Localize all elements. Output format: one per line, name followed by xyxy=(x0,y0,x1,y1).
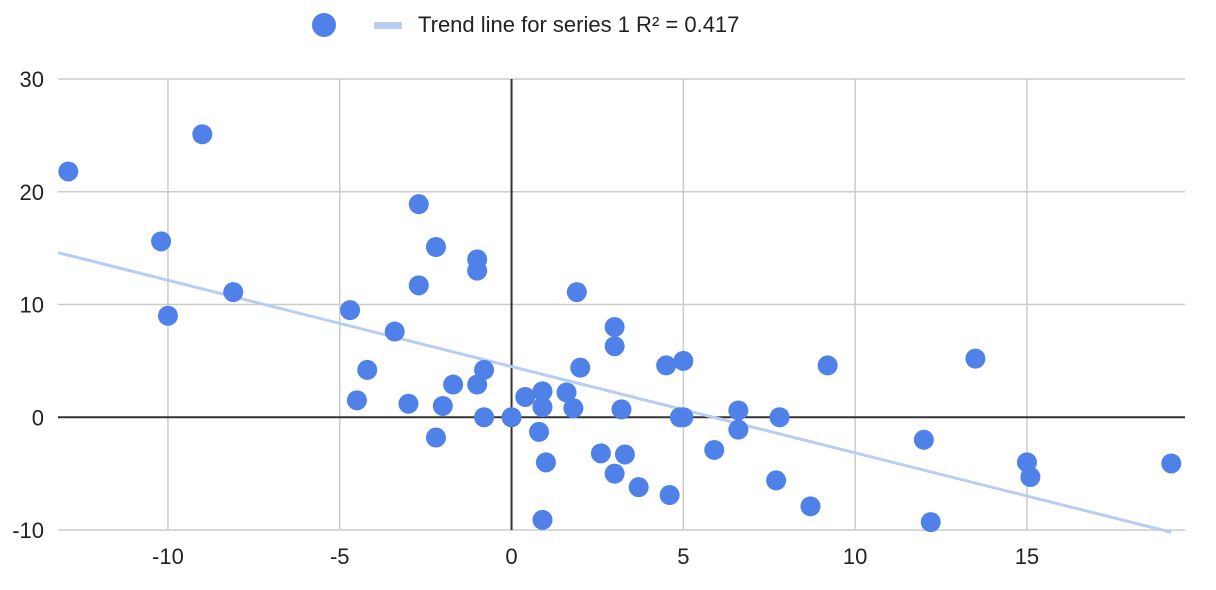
data-point xyxy=(532,397,553,418)
data-point xyxy=(673,350,694,371)
data-point xyxy=(611,399,632,420)
data-point xyxy=(656,355,677,376)
legend-marker-series-1 xyxy=(312,13,336,37)
data-point xyxy=(728,419,749,440)
data-point xyxy=(604,463,625,484)
data-point xyxy=(384,321,405,342)
y-tick-label: 20 xyxy=(20,180,44,205)
data-point xyxy=(443,374,464,395)
data-point xyxy=(817,355,838,376)
data-point xyxy=(467,374,488,395)
data-point xyxy=(529,421,550,442)
data-point xyxy=(535,452,556,473)
x-tick-label: 15 xyxy=(1015,544,1039,569)
data-point xyxy=(408,194,429,215)
data-point xyxy=(913,429,934,450)
data-point xyxy=(157,305,178,326)
legend-trendline-swatch xyxy=(374,22,402,29)
data-point xyxy=(766,470,787,491)
data-point xyxy=(704,439,725,460)
data-point xyxy=(408,275,429,296)
x-tick-label: 5 xyxy=(677,544,689,569)
legend: Trend line for series 1 R² = 0.417 xyxy=(312,12,739,37)
data-point xyxy=(58,161,79,182)
data-point xyxy=(532,509,553,530)
data-point xyxy=(425,236,446,257)
data-point xyxy=(357,359,378,380)
y-tick-label: 10 xyxy=(20,293,44,318)
data-point xyxy=(532,381,553,402)
data-point xyxy=(728,400,749,421)
data-point xyxy=(673,407,694,428)
data-point xyxy=(563,398,584,419)
data-point xyxy=(151,231,172,252)
trendline xyxy=(57,251,1172,534)
data-points xyxy=(58,124,1182,533)
legend-label-trendline: Trend line for series 1 R² = 0.417 xyxy=(418,12,739,37)
data-point xyxy=(769,407,790,428)
x-tick-label: 10 xyxy=(843,544,867,569)
data-point xyxy=(515,386,536,407)
trendline-layer xyxy=(57,251,1172,534)
data-point xyxy=(346,390,367,411)
data-point xyxy=(223,282,244,303)
data-point xyxy=(340,300,361,321)
data-point xyxy=(501,407,522,428)
data-point xyxy=(1020,467,1041,488)
y-tick-labels: -10 0 10 20 30 xyxy=(12,67,44,543)
data-point xyxy=(192,124,213,145)
data-point xyxy=(590,443,611,464)
data-point xyxy=(556,382,577,403)
y-tick-label: 0 xyxy=(32,405,44,430)
data-point xyxy=(604,336,625,357)
data-point xyxy=(628,477,649,498)
data-point xyxy=(425,427,446,448)
data-point xyxy=(800,496,821,517)
x-tick-label: -10 xyxy=(152,544,184,569)
data-point xyxy=(1161,453,1182,474)
data-point xyxy=(965,348,986,369)
x-tick-label: -5 xyxy=(330,544,350,569)
data-point xyxy=(474,407,495,428)
data-point xyxy=(566,282,587,303)
x-tick-labels: -10 -5 0 5 10 15 xyxy=(152,544,1039,569)
gridlines xyxy=(58,78,1185,531)
y-tick-label: 30 xyxy=(20,67,44,92)
data-point xyxy=(467,260,488,281)
data-point xyxy=(920,512,941,533)
data-point xyxy=(432,395,453,416)
y-tick-label: -10 xyxy=(12,518,44,543)
data-point xyxy=(614,444,635,465)
x-tick-label: 0 xyxy=(505,544,517,569)
data-point xyxy=(570,357,591,378)
data-point xyxy=(604,317,625,338)
data-point xyxy=(398,393,419,414)
data-point xyxy=(659,485,680,506)
